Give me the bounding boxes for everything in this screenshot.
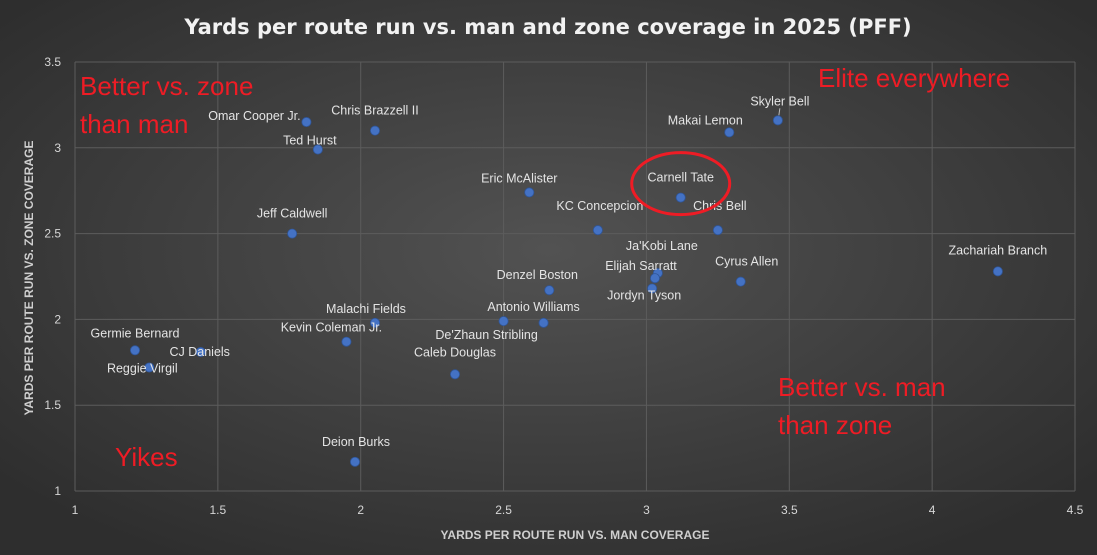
point-label: Caleb Douglas <box>414 345 496 359</box>
point-label: Germie Bernard <box>91 326 180 340</box>
quadrant-annotation-line: than zone <box>778 410 892 440</box>
data-point <box>369 317 380 328</box>
y-axis-title: YARDS PER ROUTE RUN VS. ZONE COVERAGE <box>22 141 36 416</box>
quadrant-annotation: Yikes <box>115 442 178 472</box>
x-tick-labels: 1 1.5 2 2.5 3 3.5 4 4.5 <box>72 503 1084 517</box>
data-point <box>675 192 686 203</box>
data-point <box>772 115 783 126</box>
highlight-circle <box>630 151 732 217</box>
y-tick-label: 1.5 <box>44 398 61 412</box>
y-tick-labels: 1 1.5 2 2.5 3 3.5 <box>44 55 61 498</box>
data-point <box>524 187 535 198</box>
chart-title: Yards per route run vs. man and zone cov… <box>183 15 911 39</box>
quadrant-annotation-line: Better vs. zone <box>80 71 253 101</box>
point-label: Kevin Coleman Jr. <box>281 321 382 335</box>
x-tick-label: 3.5 <box>781 503 798 517</box>
data-point <box>195 347 206 358</box>
y-tick-label: 2.5 <box>44 227 61 241</box>
point-label: CJ Daniels <box>169 345 229 359</box>
point-label: Jeff Caldwell <box>257 207 328 221</box>
point-label: Denzel Boston <box>497 268 578 282</box>
point-label: De'Zhaun Stribling <box>435 328 537 342</box>
data-point <box>992 266 1003 277</box>
quadrant-annotation-line: Elite everywhere <box>818 63 1010 93</box>
x-tick-label: 2.5 <box>495 503 512 517</box>
point-label: Eric McAlister <box>481 171 557 185</box>
data-point <box>341 336 352 347</box>
quadrant-annotation-line: than man <box>80 109 188 139</box>
point-label: Reggie Virgil <box>107 361 178 375</box>
y-tick-label: 3 <box>54 141 61 155</box>
point-label: Cyrus Allen <box>715 255 778 269</box>
data-point <box>301 117 312 128</box>
data-point <box>735 276 746 287</box>
gridlines <box>74 61 1076 492</box>
point-label: Antonio Williams <box>487 300 579 314</box>
data-point <box>287 228 298 239</box>
label-leader-line <box>778 108 781 116</box>
quadrant-annotation: Elite everywhere <box>818 63 1010 93</box>
data-point <box>592 225 603 236</box>
point-label: Makai Lemon <box>668 113 743 127</box>
y-tick-label: 2 <box>54 312 61 326</box>
data-point <box>650 273 661 284</box>
data-point <box>349 456 360 467</box>
point-label: Omar Cooper Jr. <box>208 109 300 123</box>
data-point <box>724 127 735 138</box>
point-labels: Skyler Bell Makai Lemon Carnell Tate Chris … <box>91 94 1048 448</box>
quadrant-annotation: Better vs. zone than man <box>80 71 253 139</box>
point-label: Ted Hurst <box>283 134 337 148</box>
quadrant-annotation-line: Yikes <box>115 442 178 472</box>
point-label: Carnell Tate <box>647 171 714 185</box>
y-tick-label: 3.5 <box>44 55 61 69</box>
y-tick-label: 1 <box>54 484 61 498</box>
data-point <box>498 316 509 327</box>
data-point <box>312 144 323 155</box>
point-label: Chris Brazzell II <box>331 104 419 118</box>
point-label: Elijah Sarratt <box>605 259 677 273</box>
x-tick-label: 4.5 <box>1067 503 1084 517</box>
point-label: KC Concepcion <box>556 199 643 213</box>
x-tick-label: 1.5 <box>210 503 227 517</box>
point-label: Jordyn Tyson <box>607 289 681 303</box>
data-point <box>712 225 723 236</box>
data-point <box>144 362 155 373</box>
point-label: Ja'Kobi Lane <box>626 239 698 253</box>
quadrant-annotation: Better vs. man than zone <box>778 372 946 440</box>
x-tick-label: 1 <box>72 503 79 517</box>
data-point <box>544 285 555 296</box>
data-point <box>369 125 380 136</box>
data-point <box>538 317 549 328</box>
data-point <box>449 369 460 380</box>
x-tick-label: 4 <box>929 503 936 517</box>
point-label: Deion Burks <box>322 435 390 449</box>
data-point <box>129 345 140 356</box>
point-label: Skyler Bell <box>750 94 809 108</box>
quadrant-annotations: Better vs. zone than man Elite everywhere B… <box>80 63 1010 472</box>
data-point <box>647 283 658 294</box>
point-label: Malachi Fields <box>326 302 406 316</box>
x-tick-label: 2 <box>357 503 364 517</box>
data-points <box>129 115 1003 467</box>
x-axis-title: YARDS PER ROUTE RUN VS. MAN COVERAGE <box>441 528 710 542</box>
point-label: Zachariah Branch <box>949 243 1048 257</box>
x-tick-label: 3 <box>643 503 650 517</box>
quadrant-annotation-line: Better vs. man <box>778 372 946 402</box>
